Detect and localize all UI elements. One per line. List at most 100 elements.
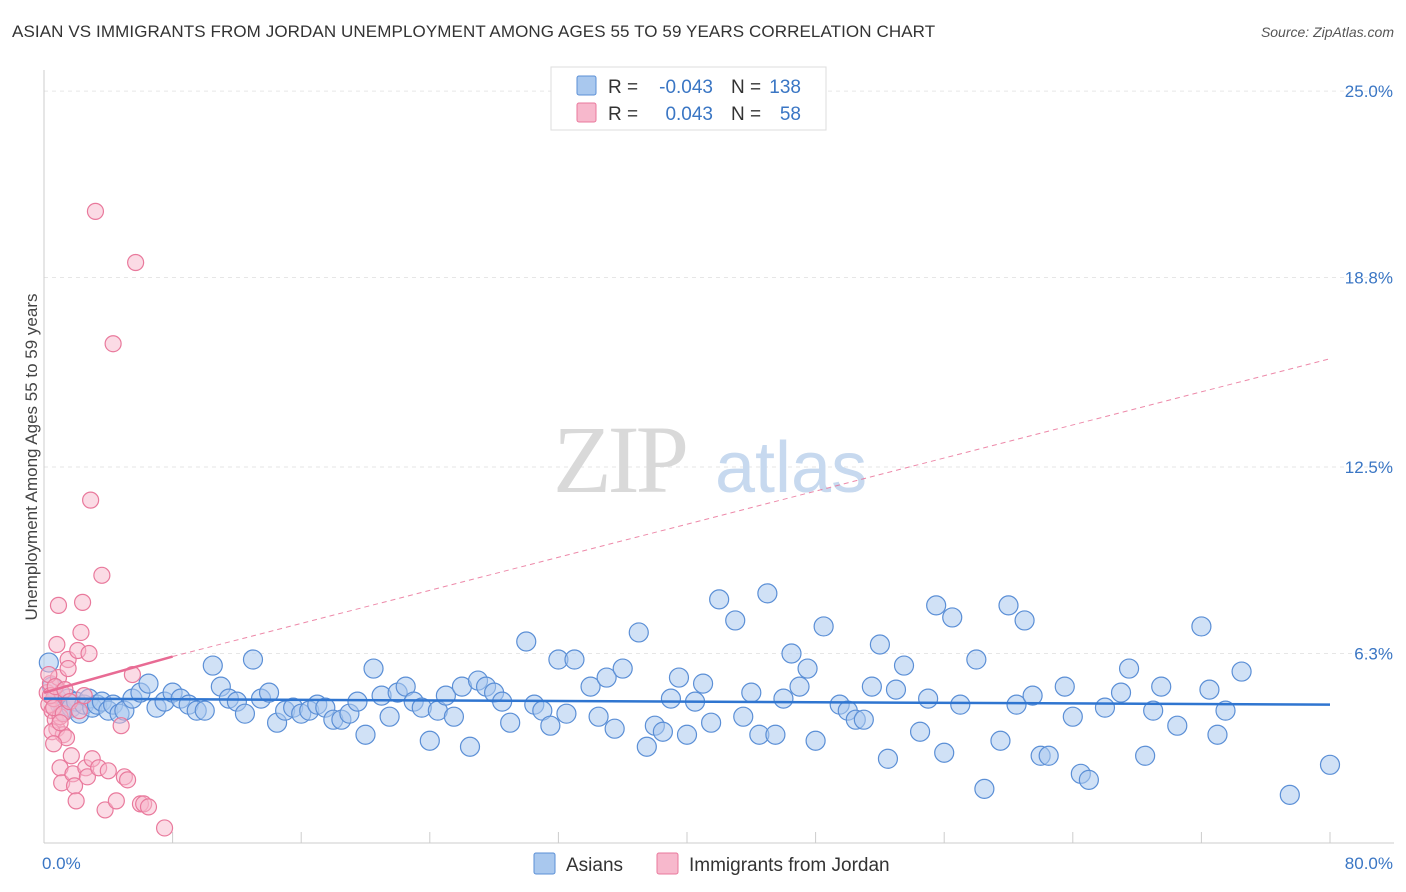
asian-point bbox=[909, 721, 931, 742]
asian-point bbox=[797, 658, 818, 679]
asian-point bbox=[1279, 784, 1300, 805]
jordan-point bbox=[51, 714, 69, 732]
asian-point bbox=[1207, 724, 1228, 745]
asian-point bbox=[652, 721, 673, 742]
asian-point bbox=[1319, 754, 1341, 775]
asian-point bbox=[459, 736, 481, 757]
jordan-points bbox=[38, 202, 174, 837]
series-legend-label-asians: Asians bbox=[566, 855, 623, 876]
asian-point bbox=[853, 709, 874, 730]
asian-point bbox=[194, 700, 215, 721]
asian-point bbox=[660, 688, 682, 709]
asian-point bbox=[242, 649, 264, 670]
series-legend: Asians Immigrants from Jordan bbox=[533, 852, 890, 876]
asian-point bbox=[636, 736, 657, 757]
asian-point bbox=[355, 724, 376, 745]
asian-point bbox=[580, 676, 601, 697]
asian-point bbox=[950, 694, 971, 715]
jordan-point bbox=[80, 644, 98, 663]
legend-r-value-asians: -0.043 bbox=[659, 77, 713, 98]
jordan-point bbox=[107, 792, 125, 810]
y-tick-label: 18.8% bbox=[1345, 269, 1393, 288]
asian-point bbox=[885, 679, 907, 700]
asian-point bbox=[741, 682, 762, 703]
asian-point bbox=[725, 610, 746, 631]
asian-point bbox=[709, 589, 730, 610]
jordan-point bbox=[59, 659, 77, 678]
asian-point bbox=[1110, 682, 1132, 703]
legend-r-label-jordan: R = bbox=[608, 104, 638, 125]
asian-point bbox=[998, 595, 1019, 616]
jordan-point bbox=[118, 771, 137, 789]
jordan-point bbox=[139, 798, 158, 816]
legend-n-label-jordan: N = bbox=[731, 104, 761, 125]
asian-point bbox=[942, 607, 963, 628]
asian-point bbox=[1135, 745, 1156, 766]
asian-point bbox=[1143, 700, 1164, 721]
asian-point bbox=[676, 724, 698, 745]
x-tick-label-max: 80.0% bbox=[1345, 854, 1393, 873]
legend-r-label-asians: R = bbox=[608, 77, 638, 98]
legend-n-label-asians: N = bbox=[731, 77, 761, 98]
jordan-point bbox=[49, 596, 68, 614]
asian-point bbox=[692, 673, 714, 694]
asian-point bbox=[893, 655, 915, 676]
y-tick-label: 6.3% bbox=[1354, 645, 1393, 664]
jordan-trend-line bbox=[43, 655, 173, 694]
jordan-point bbox=[86, 202, 105, 220]
asian-point bbox=[974, 778, 995, 799]
asian-point bbox=[1054, 676, 1075, 697]
series-legend-label-jordan: Immigrants from Jordan bbox=[689, 855, 890, 876]
legend-r-value-jordan: 0.043 bbox=[665, 104, 713, 125]
asian-point bbox=[258, 682, 280, 703]
x-ticks bbox=[172, 832, 1331, 843]
asian-point bbox=[612, 658, 633, 679]
watermark: ZIP atlas bbox=[553, 406, 867, 513]
asian-point bbox=[234, 703, 256, 724]
legend-swatch-asians bbox=[576, 75, 597, 96]
y-tick-label: 25.0% bbox=[1345, 82, 1393, 101]
jordan-point bbox=[155, 819, 174, 837]
asian-point bbox=[990, 730, 1011, 751]
asian-point bbox=[934, 742, 955, 763]
asian-point bbox=[604, 718, 625, 739]
asian-point bbox=[813, 616, 834, 637]
asian-point bbox=[363, 658, 384, 679]
asian-point bbox=[805, 730, 826, 751]
jordan-point bbox=[82, 491, 100, 509]
asian-point bbox=[202, 655, 223, 676]
asian-point bbox=[1038, 745, 1059, 766]
y-tick-labels: 6.3% 12.5% 18.8% 25.0% bbox=[1345, 82, 1393, 663]
jordan-point bbox=[48, 635, 66, 654]
asian-point bbox=[1062, 706, 1083, 727]
asian-point bbox=[1215, 700, 1236, 721]
asian-point bbox=[1199, 679, 1220, 700]
asian-point bbox=[668, 667, 690, 688]
watermark-zip: ZIP bbox=[553, 406, 686, 513]
asian-point bbox=[1078, 769, 1099, 790]
asian-point bbox=[757, 583, 778, 604]
chart-title: ASIAN VS IMMIGRANTS FROM JORDAN UNEMPLOY… bbox=[12, 22, 936, 41]
asian-point bbox=[347, 691, 368, 712]
asian-point bbox=[869, 634, 891, 655]
asian-point bbox=[564, 649, 585, 670]
jordan-point bbox=[75, 687, 93, 705]
jordan-point bbox=[104, 335, 122, 353]
jordan-point bbox=[93, 566, 111, 584]
jordan-point bbox=[72, 623, 90, 642]
legend-box bbox=[550, 66, 827, 131]
asian-point bbox=[379, 706, 400, 727]
axes bbox=[43, 70, 1394, 844]
legend-swatch-jordan bbox=[576, 102, 597, 123]
asian-point bbox=[733, 706, 754, 727]
asian-point bbox=[918, 688, 939, 709]
jordan-point bbox=[78, 768, 97, 786]
asian-point bbox=[861, 676, 882, 697]
asian-point bbox=[628, 622, 649, 643]
jordan-point bbox=[62, 747, 80, 765]
asian-point bbox=[765, 724, 786, 745]
asian-points bbox=[38, 583, 1341, 805]
asian-point bbox=[773, 688, 794, 709]
source-credit: Source: ZipAtlas.com bbox=[1260, 24, 1394, 40]
